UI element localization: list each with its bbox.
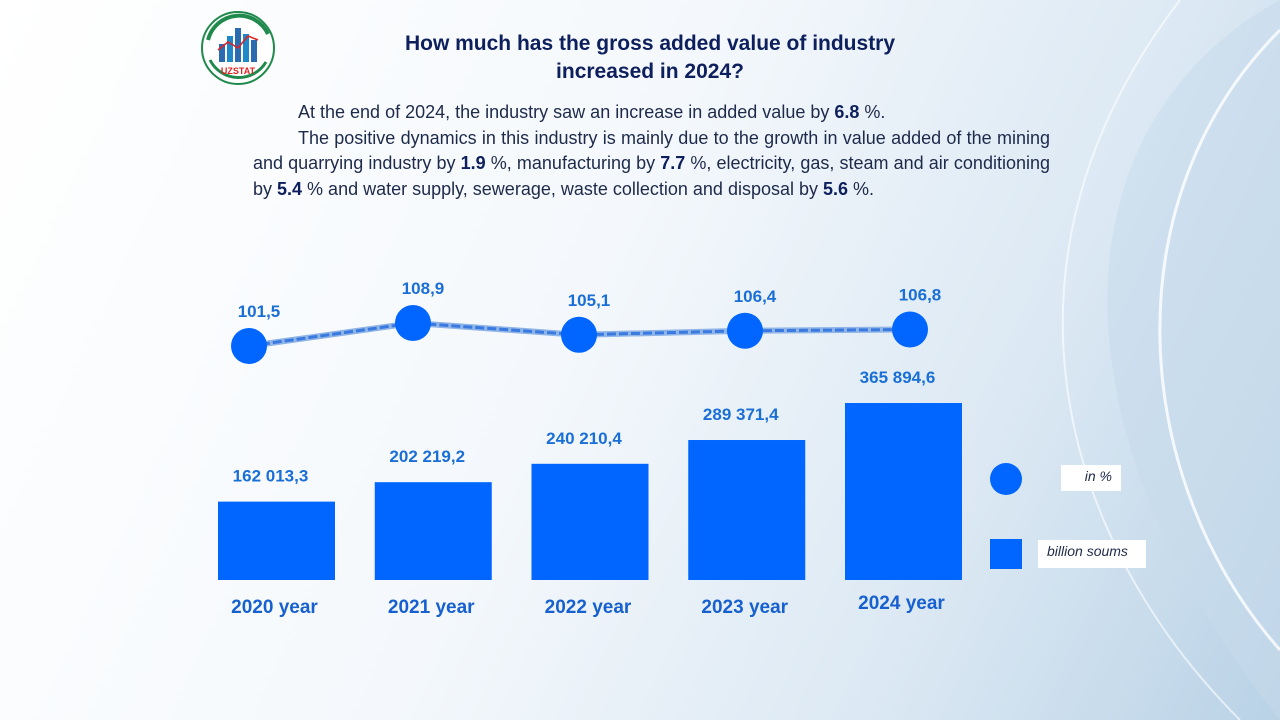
bar: [218, 501, 335, 580]
category-label: 2023 year: [701, 597, 788, 618]
percent-point: [727, 312, 763, 349]
svg-text:UZSTAT: UZSTAT: [221, 66, 256, 76]
bar: [531, 463, 649, 580]
percent-point: [231, 328, 267, 364]
percent-value-label: 101,5: [238, 302, 281, 321]
legend-value-label: billion soums: [1038, 540, 1146, 568]
bar-value-label: 202 219,2: [389, 447, 465, 466]
category-label: 2020 year: [231, 597, 318, 618]
percent-value-label: 106,4: [734, 287, 777, 306]
percent-value-label: 108,9: [402, 279, 445, 298]
bar-value-label: 162 013,3: [233, 467, 309, 486]
uzstat-logo-icon: UZSTAT: [201, 11, 275, 85]
bar-value-label: 240 210,4: [546, 429, 622, 448]
legend-square-icon: [990, 539, 1022, 569]
legend-percent-label: in %: [1061, 465, 1121, 491]
category-label: 2024 year: [858, 593, 945, 614]
percent-point: [395, 305, 431, 341]
percent-value-label: 105,1: [568, 291, 611, 310]
bar-value-label: 365 894,6: [860, 368, 936, 387]
bar: [688, 440, 806, 580]
description-paragraph-2: The positive dynamics in this industry i…: [253, 127, 1050, 199]
percent-point: [892, 311, 928, 348]
bar: [845, 403, 962, 580]
legend-dot-icon: [990, 463, 1022, 495]
percent-point: [561, 316, 597, 353]
title-line-2: increased in 2024?: [556, 60, 744, 83]
bar: [374, 482, 492, 580]
page-title: How much has the gross added value of in…: [330, 30, 970, 86]
category-label: 2021 year: [388, 597, 475, 618]
percent-value-label: 106,8: [899, 286, 942, 305]
title-line-1: How much has the gross added value of in…: [404, 32, 896, 55]
description: At the end of 2024, the industry saw an …: [253, 100, 1050, 202]
bar-value-label: 289 371,4: [703, 405, 779, 424]
category-label: 2022 year: [545, 597, 632, 618]
description-paragraph-1: At the end of 2024, the industry saw an …: [298, 102, 886, 122]
